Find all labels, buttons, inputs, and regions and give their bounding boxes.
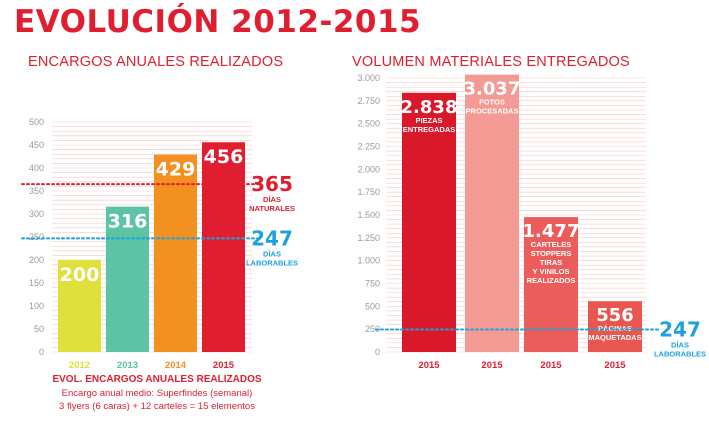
reference-note-line: LABORABLES <box>654 349 706 358</box>
y-tick-label: 3.000 <box>357 73 380 83</box>
left-chart-title: ENCARGOS ANUALES REALIZADOS <box>28 54 284 70</box>
y-tick-label: 500 <box>29 117 44 127</box>
bar-note-line: CARTELES <box>531 240 571 249</box>
reference-note-line: LABORABLES <box>246 258 298 267</box>
bar-value-label: 1.477 <box>523 221 580 242</box>
bar <box>465 74 519 352</box>
y-tick-label: 1.750 <box>357 187 380 197</box>
y-tick-label: 250 <box>29 232 44 242</box>
y-tick-label: 2.250 <box>357 142 380 152</box>
page-title: EVOLUCIÓN 2012-2015 <box>14 4 422 40</box>
y-tick-label: 250 <box>365 324 380 334</box>
bar-value-label: 316 <box>108 211 148 233</box>
footnote-line-2: Encargo anual medio: Superfindes (semana… <box>61 388 253 399</box>
bar-note-line: FOTOS <box>479 98 505 107</box>
y-tick-label: 500 <box>365 301 380 311</box>
y-tick-label: 0 <box>375 347 380 357</box>
reference-note-line: DÍAS <box>263 249 281 258</box>
bar-note-line: REALIZADOS <box>527 276 576 285</box>
category-label: 2015 <box>213 360 235 371</box>
bar <box>402 92 456 353</box>
category-label: 2015 <box>604 360 626 371</box>
right-chart-title: VOLUMEN MATERIALES ENTREGADOS <box>352 54 630 70</box>
reference-value-label: 247 <box>251 226 293 250</box>
y-tick-label: 1.250 <box>357 233 380 243</box>
y-tick-label: 1.500 <box>357 210 380 220</box>
category-label: 2014 <box>165 360 187 371</box>
bar-note-line: MAQUETADAS <box>588 333 641 342</box>
reference-note-line: NATURALES <box>249 204 295 213</box>
bar-note-line: PIEZAS <box>415 116 442 125</box>
footnote-title: EVOL. ENCARGOS ANUALES REALIZADOS <box>52 374 262 385</box>
bar-value-label: 556 <box>596 305 634 326</box>
y-tick-label: 2.000 <box>357 164 380 174</box>
bar <box>588 301 642 352</box>
bar-value-label: 3.037 <box>464 79 521 100</box>
category-label: 2015 <box>418 360 440 371</box>
bar-note-line: Y VINILOS <box>533 267 570 276</box>
y-tick-label: 450 <box>29 140 44 150</box>
bar-note-line: STOPPERS <box>531 249 572 258</box>
y-tick-label: 400 <box>29 163 44 173</box>
reference-note-line: DÍAS <box>263 195 281 204</box>
y-tick-label: 0 <box>39 347 44 357</box>
bar-note-line: TIRAS <box>540 258 563 267</box>
reference-note-line: DÍAS <box>671 340 689 349</box>
y-tick-label: 350 <box>29 186 44 196</box>
bar-note-line: PÁGINAS <box>598 324 632 333</box>
y-tick-label: 50 <box>34 324 44 334</box>
category-label: 2013 <box>117 360 138 371</box>
bar-value-label: 200 <box>60 264 100 286</box>
category-label: 2012 <box>69 360 90 371</box>
y-tick-label: 300 <box>29 209 44 219</box>
bar-value-label: 456 <box>204 146 244 168</box>
y-tick-label: 2.500 <box>357 119 380 129</box>
y-tick-label: 1.000 <box>357 256 380 266</box>
y-tick-label: 150 <box>29 278 44 288</box>
bar-value-label: 2.838 <box>401 97 458 118</box>
y-tick-label: 200 <box>29 255 44 265</box>
reference-value-label: 365 <box>251 172 293 196</box>
y-tick-label: 100 <box>29 301 44 311</box>
category-label: 2015 <box>481 360 503 371</box>
reference-value-label: 247 <box>659 317 701 341</box>
bar <box>58 260 101 352</box>
bar-note-line: PROCESADAS <box>466 107 519 116</box>
bar <box>106 206 149 352</box>
bar <box>202 142 245 352</box>
footnote-line-3: 3 flyers (6 caras) + 12 carteles = 15 el… <box>59 401 255 412</box>
bar-value-label: 429 <box>156 159 196 181</box>
bar <box>154 154 197 352</box>
category-label: 2015 <box>540 360 562 371</box>
bar-note-line: ENTREGADAS <box>403 125 456 134</box>
y-tick-label: 2.750 <box>357 96 380 106</box>
y-tick-label: 750 <box>365 279 380 289</box>
